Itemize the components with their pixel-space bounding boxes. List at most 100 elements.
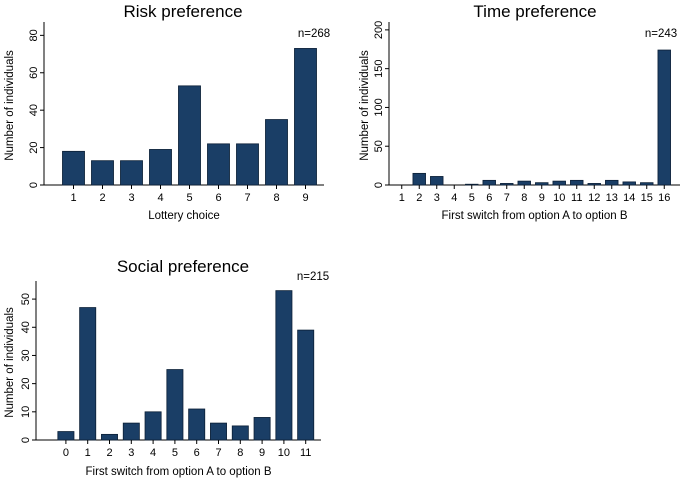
risk-bar-8 (265, 119, 288, 186)
social-bar-1 (79, 307, 97, 441)
risk-y-tick-label: 20 (28, 141, 40, 153)
risk-bar-1 (62, 150, 85, 186)
risk-y-axis-label: Number of individuals (4, 50, 16, 161)
time-x-tick-label-15: 15 (641, 192, 653, 204)
time-y-tick-label: 200 (373, 21, 385, 39)
time-bar-3 (430, 176, 444, 186)
risk-y-tick-label: 40 (28, 104, 40, 116)
time-y-tick-label: 50 (373, 140, 385, 152)
social-bar-7 (210, 422, 227, 441)
time-y-tick-label: 100 (373, 98, 385, 116)
time-title: Time preference (473, 2, 596, 21)
risk-bar-2 (91, 160, 114, 186)
time-x-tick-label-3: 3 (434, 192, 440, 204)
social-x-tick-label-8: 8 (237, 447, 243, 459)
time-x-tick-label-16: 16 (658, 192, 670, 204)
time-x-tick-label-1: 1 (399, 192, 405, 204)
social-bar-9 (253, 417, 271, 441)
time-bar-10 (552, 180, 566, 186)
social-bar-4 (144, 411, 162, 441)
social-bar-6 (188, 408, 206, 441)
risk-x-tick-label-8: 8 (273, 192, 279, 204)
time-bar-6 (482, 179, 496, 186)
social-x-tick-label-5: 5 (172, 447, 178, 459)
social-x-tick-label-1: 1 (85, 447, 91, 459)
time-x-tick-label-5: 5 (469, 192, 475, 204)
social-bar-3 (122, 422, 140, 441)
social-x-tick-label-4: 4 (150, 447, 156, 459)
time-bar-16 (657, 49, 671, 186)
time-x-tick-label-13: 13 (606, 192, 618, 204)
time-bar-12 (587, 183, 601, 186)
risk-sample-size-annotation: n=268 (298, 28, 330, 40)
social-x-tick-label-3: 3 (128, 447, 134, 459)
social-title: Social preference (117, 257, 249, 276)
risk-chart: Risk preference 0 20 40 60 80 Number of indivi… (4, 2, 330, 222)
social-x-tick-label-11: 11 (300, 447, 311, 459)
social-x-tick-label-6: 6 (194, 447, 200, 459)
risk-title: Risk preference (123, 2, 242, 21)
time-x-axis-label: First switch from option A to option B (442, 210, 628, 222)
risk-x-tick-label-4: 4 (157, 192, 163, 204)
social-x-axis-label: First switch from option A to option B (86, 466, 272, 478)
risk-bar-3 (120, 160, 143, 186)
social-bar-2 (101, 433, 118, 441)
risk-bar-6 (207, 143, 230, 186)
social-y-axis-label: Number of individuals (4, 307, 16, 418)
risk-y-tick-label: 80 (28, 29, 40, 41)
risk-x-tick-label-9: 9 (302, 192, 308, 204)
risk-x-tick-label-5: 5 (186, 192, 192, 204)
social-x-tick-label-7: 7 (215, 447, 221, 459)
time-bar-8 (517, 180, 531, 186)
time-x-tick-label-10: 10 (553, 192, 565, 204)
social-bar-0 (57, 431, 75, 441)
social-x-tick-label-2: 2 (106, 447, 112, 459)
time-x-tick-label-2: 2 (416, 192, 422, 204)
time-bar-7 (500, 183, 514, 186)
social-x-tick-label-10: 10 (278, 447, 290, 459)
social-y-tick-label: 50 (20, 293, 32, 305)
time-y-tick-label: 0 (373, 182, 385, 188)
risk-x-tick-label-6: 6 (215, 192, 221, 204)
social-bar-10 (275, 290, 293, 441)
social-x-tick-label-0: 0 (63, 447, 69, 459)
time-sample-size-annotation: n=243 (645, 28, 677, 40)
social-y-tick-label: 30 (20, 349, 32, 361)
social-y-tick-label: 40 (20, 321, 32, 333)
risk-x-tick-label-7: 7 (244, 192, 250, 204)
time-y-tick-label: 150 (373, 59, 385, 77)
time-bar-11 (570, 179, 584, 186)
social-bar-11 (297, 329, 315, 441)
time-bar-9 (535, 182, 549, 186)
time-x-tick-label-14: 14 (623, 192, 635, 204)
risk-y-tick-label: 0 (28, 182, 40, 188)
risk-bar-7 (236, 143, 259, 186)
social-y-tick-label: 20 (20, 378, 32, 390)
time-x-tick-label-8: 8 (521, 192, 527, 204)
time-bar-14 (622, 181, 636, 186)
risk-x-tick-label-1: 1 (70, 192, 76, 204)
social-y-tick-label: 10 (20, 406, 32, 418)
time-bar-5 (465, 183, 479, 186)
risk-y-tick-label: 60 (28, 67, 40, 79)
time-x-tick-label-11: 11 (571, 192, 582, 204)
time-x-tick-label-4: 4 (451, 192, 457, 204)
social-sample-size-annotation: n=215 (297, 271, 329, 283)
social-bar-5 (166, 369, 184, 441)
social-y-tick-label: 0 (20, 437, 32, 443)
risk-x-tick-label-3: 3 (128, 192, 134, 204)
time-x-tick-label-12: 12 (588, 192, 600, 204)
risk-bar-4 (149, 149, 172, 186)
time-bar-2 (412, 172, 426, 186)
time-x-tick-label-7: 7 (504, 192, 510, 204)
risk-bar-9 (294, 48, 317, 186)
time-x-tick-label-9: 9 (539, 192, 545, 204)
time-x-tick-label-6: 6 (486, 192, 492, 204)
time-bar-15 (640, 182, 654, 186)
time-bar-13 (605, 179, 619, 186)
time-y-axis-label: Number of individuals (359, 50, 371, 161)
social-bar-8 (231, 425, 249, 441)
